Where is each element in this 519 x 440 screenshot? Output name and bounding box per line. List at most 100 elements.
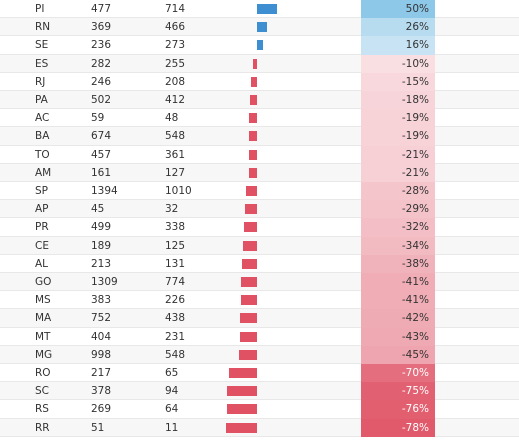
value-b-cell: 32 xyxy=(165,203,179,216)
value-a-cell: 51 xyxy=(91,421,105,434)
state-cell: SE xyxy=(35,39,49,52)
value-a-cell: 161 xyxy=(91,166,112,179)
state-cell: MA xyxy=(35,312,52,325)
bar-cell xyxy=(212,328,322,346)
value-a-cell: 282 xyxy=(91,57,112,70)
state-cell: CE xyxy=(35,239,49,252)
value-a-cell: 369 xyxy=(91,21,112,34)
table-row: RO 217 65 -70% xyxy=(0,364,519,383)
table-row: MS 383 226 -41% xyxy=(0,291,519,310)
table-row: RJ 246 208 -15% xyxy=(0,72,519,91)
bar-cell xyxy=(212,255,322,273)
change-bar xyxy=(243,240,257,251)
state-cell: PA xyxy=(35,94,48,106)
bar-cell xyxy=(212,309,322,327)
table-row: BA 674 548 -19% xyxy=(0,127,519,146)
table-row: PR 499 338 -32% xyxy=(0,218,519,237)
percent-cell: -29% xyxy=(361,200,435,219)
value-b-cell: 361 xyxy=(165,148,186,161)
table-row: SC 378 94 -75% xyxy=(0,382,519,401)
percent-cell: -75% xyxy=(361,382,435,401)
table-row: RR 51 11 -78% xyxy=(0,418,519,437)
value-b-cell: 48 xyxy=(165,112,179,125)
change-bar xyxy=(227,386,257,397)
bar-cell xyxy=(212,382,322,400)
bar-cell xyxy=(212,109,322,127)
value-a-cell: 383 xyxy=(91,294,112,307)
change-bar xyxy=(248,149,257,160)
table-row: PA 502 412 -18% xyxy=(0,91,519,110)
value-a-cell: 502 xyxy=(91,94,112,106)
table-row: MT 404 231 -43% xyxy=(0,327,519,346)
percent-cell: -45% xyxy=(361,345,435,364)
bar-cell xyxy=(212,55,322,73)
state-cell: AL xyxy=(35,257,49,270)
value-b-cell: 125 xyxy=(165,239,186,252)
value-b-cell: 94 xyxy=(165,385,179,398)
table-row: SP 1394 1010 -28% xyxy=(0,182,519,201)
percent-cell: -78% xyxy=(361,418,435,437)
value-a-cell: 1394 xyxy=(91,185,118,197)
percent-cell: -76% xyxy=(361,400,435,419)
table-row: CE 189 125 -34% xyxy=(0,236,519,255)
table-row: ES 282 255 -10% xyxy=(0,54,519,73)
bar-cell xyxy=(212,91,322,109)
bar-cell xyxy=(212,0,322,18)
value-b-cell: 226 xyxy=(165,294,186,307)
table-row: PI 477 714 50% xyxy=(0,0,519,19)
percent-cell: -38% xyxy=(361,254,435,273)
bar-cell xyxy=(212,164,322,182)
change-bar xyxy=(239,349,257,360)
change-bar xyxy=(257,40,264,51)
bar-cell xyxy=(212,200,322,218)
change-bar xyxy=(240,277,257,287)
state-cell: AM xyxy=(35,166,52,179)
value-b-cell: 548 xyxy=(165,348,186,361)
percent-cell: -18% xyxy=(361,91,435,110)
value-a-cell: 217 xyxy=(91,367,112,379)
change-bar xyxy=(240,313,257,324)
bar-cell xyxy=(212,18,322,36)
percent-cell: -34% xyxy=(361,236,435,255)
change-bar xyxy=(251,76,257,87)
value-b-cell: 65 xyxy=(165,367,179,379)
value-b-cell: 466 xyxy=(165,21,186,34)
percent-cell: -15% xyxy=(361,72,435,91)
table-row: RN 369 466 26% xyxy=(0,18,519,37)
percent-cell: 26% xyxy=(361,18,435,37)
state-cell: AP xyxy=(35,203,49,216)
state-cell: RO xyxy=(35,367,51,379)
state-cell: RJ xyxy=(35,75,46,88)
bar-cell xyxy=(212,73,322,91)
table-row: AC 59 48 -19% xyxy=(0,109,519,128)
percent-cell: 50% xyxy=(361,0,435,19)
value-b-cell: 127 xyxy=(165,166,186,179)
state-cell: RN xyxy=(35,21,51,34)
table-row: MA 752 438 -42% xyxy=(0,309,519,328)
percent-cell: -10% xyxy=(361,54,435,73)
percent-cell: -43% xyxy=(361,327,435,346)
value-b-cell: 438 xyxy=(165,312,186,325)
change-bar xyxy=(245,186,257,196)
value-a-cell: 499 xyxy=(91,221,112,234)
percent-cell: -41% xyxy=(361,291,435,310)
percent-cell: -42% xyxy=(361,309,435,328)
table-row: AM 161 127 -21% xyxy=(0,163,519,182)
percent-cell: -21% xyxy=(361,145,435,164)
value-a-cell: 457 xyxy=(91,148,112,161)
value-a-cell: 998 xyxy=(91,348,112,361)
percent-cell: -21% xyxy=(361,163,435,182)
value-b-cell: 714 xyxy=(165,3,186,15)
state-cell: AC xyxy=(35,112,50,125)
change-bar xyxy=(245,204,257,215)
table-row: MG 998 548 -45% xyxy=(0,345,519,364)
state-cell: GO xyxy=(35,276,52,288)
bar-cell xyxy=(212,400,322,418)
percent-cell: -32% xyxy=(361,218,435,237)
state-cell: PR xyxy=(35,221,49,234)
percent-cell: -70% xyxy=(361,364,435,383)
value-a-cell: 752 xyxy=(91,312,112,325)
state-cell: MS xyxy=(35,294,51,307)
change-bar xyxy=(225,422,257,433)
bar-cell xyxy=(212,218,322,236)
